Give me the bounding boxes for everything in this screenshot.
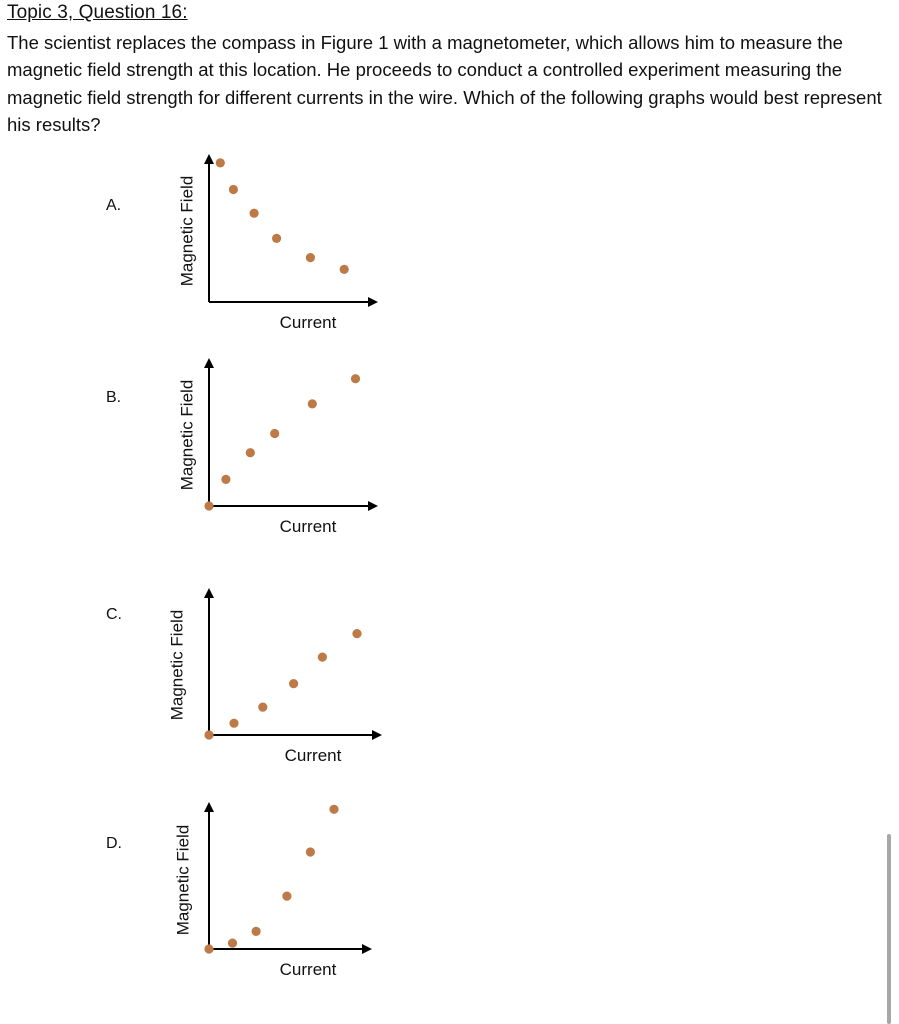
data-point xyxy=(307,399,317,409)
option-b-label: B. xyxy=(106,389,122,406)
x-axis-arrow xyxy=(372,730,382,740)
data-point xyxy=(258,702,268,712)
data-point xyxy=(339,264,349,274)
graph-b: Magnetic Field Current xyxy=(177,358,378,536)
data-point xyxy=(204,730,214,740)
data-point xyxy=(227,938,238,948)
data-point xyxy=(229,718,239,728)
y-axis-label: Magnetic Field xyxy=(167,610,186,721)
x-axis-label: Current xyxy=(280,313,337,332)
data-point xyxy=(272,233,282,243)
data-point xyxy=(317,652,327,662)
graph-d: Magnetic Field Current xyxy=(173,802,372,979)
data-point xyxy=(215,158,225,168)
question-heading: Topic 3, Question 16: xyxy=(7,2,188,23)
y-axis-label: Magnetic Field xyxy=(177,176,196,287)
data-point xyxy=(245,448,255,458)
x-axis-arrow xyxy=(368,297,378,307)
y-axis-arrow xyxy=(204,154,214,164)
x-axis-label: Current xyxy=(285,746,342,765)
question-text: The scientist replaces the compass in Fi… xyxy=(7,32,882,135)
data-point xyxy=(289,679,299,689)
data-point xyxy=(251,926,261,936)
x-axis-arrow xyxy=(362,944,372,954)
graph-c: Magnetic Field Current xyxy=(167,588,382,765)
y-axis-label: Magnetic Field xyxy=(173,825,192,936)
scrollbar[interactable] xyxy=(887,834,891,1024)
data-point xyxy=(204,944,214,954)
y-axis-label: Magnetic Field xyxy=(177,380,196,491)
data-point xyxy=(329,804,339,814)
x-axis-label: Current xyxy=(280,517,337,536)
x-axis-arrow xyxy=(368,501,378,511)
data-point xyxy=(305,847,315,857)
data-point xyxy=(270,428,280,439)
data-point xyxy=(282,891,292,901)
data-point xyxy=(228,184,238,195)
graph-a: Magnetic Field Current xyxy=(177,154,378,332)
data-point xyxy=(204,501,214,511)
y-axis-arrow xyxy=(204,358,214,368)
option-c-label: C. xyxy=(106,606,122,623)
x-axis-label: Current xyxy=(280,960,337,979)
data-point xyxy=(350,374,361,384)
y-axis-arrow xyxy=(204,802,214,812)
y-axis-arrow xyxy=(204,588,214,598)
option-a-label: A. xyxy=(106,197,122,214)
option-d-label: D. xyxy=(106,835,122,852)
data-point xyxy=(221,474,231,484)
data-point xyxy=(352,629,362,639)
data-point xyxy=(305,253,315,263)
data-point xyxy=(249,208,259,218)
